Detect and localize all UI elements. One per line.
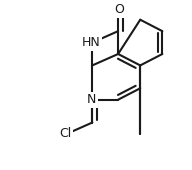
Text: O: O <box>115 3 125 16</box>
Text: Cl: Cl <box>60 128 72 140</box>
Text: N: N <box>87 93 96 106</box>
Text: HN: HN <box>81 36 100 49</box>
